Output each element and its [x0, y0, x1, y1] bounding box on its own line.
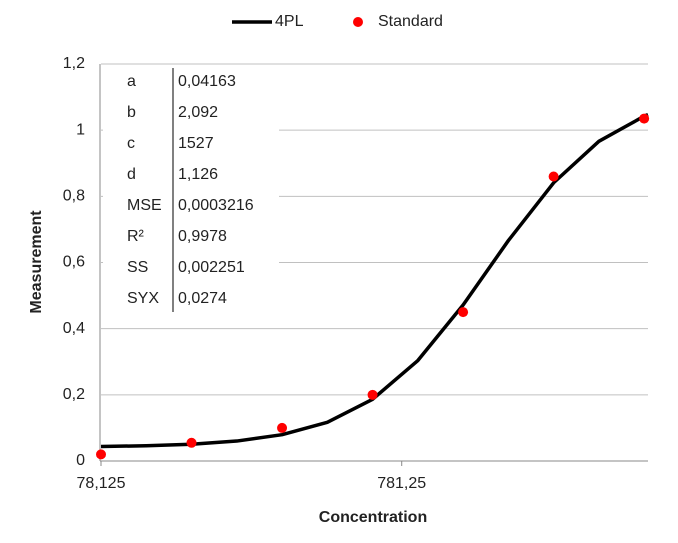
legend-label: Standard — [378, 13, 443, 30]
x-tick-label: 781,25 — [377, 475, 426, 492]
data-point — [186, 437, 197, 448]
y-tick-label: 0,6 — [63, 254, 85, 271]
parameter-value: 0,002251 — [178, 259, 245, 276]
y-tick-label: 0 — [76, 452, 85, 469]
parameter-box — [103, 66, 279, 318]
parameter-value: 2,092 — [178, 104, 218, 121]
legend-swatch — [353, 17, 363, 27]
y-tick-label: 0,8 — [63, 188, 85, 205]
y-tick-label: 0,2 — [63, 386, 85, 403]
y-tick-label: 1,2 — [63, 55, 85, 72]
x-axis-title: Concentration — [319, 509, 427, 526]
legend-label: 4PL — [275, 13, 304, 30]
parameter-name: MSE — [127, 197, 162, 214]
data-point — [458, 307, 469, 318]
parameter-name: SS — [127, 259, 148, 276]
data-point — [277, 422, 288, 433]
y-tick-label: 1 — [76, 121, 85, 138]
fit-curve — [100, 112, 649, 449]
parameter-value: 0,0003216 — [178, 197, 254, 214]
parameter-name: b — [127, 104, 136, 121]
parameter-value: 1,126 — [178, 166, 218, 183]
parameter-name: a — [127, 73, 136, 90]
data-point — [639, 113, 650, 124]
x-tick-label: 78,125 — [77, 475, 126, 492]
parameter-name: c — [127, 135, 135, 152]
parameter-name: R² — [127, 228, 145, 245]
parameter-name: d — [127, 166, 136, 183]
data-point — [548, 171, 559, 182]
y-axis-title: Measurement — [28, 210, 45, 314]
parameter-name: SYX — [127, 290, 159, 307]
parameter-value: 0,9978 — [178, 228, 227, 245]
parameter-value: 0,04163 — [178, 73, 236, 90]
parameter-value: 0,0274 — [178, 290, 227, 307]
parameter-value: 1527 — [178, 135, 214, 152]
data-point — [96, 449, 106, 460]
y-tick-label: 0,4 — [63, 320, 85, 337]
data-point — [367, 389, 378, 400]
